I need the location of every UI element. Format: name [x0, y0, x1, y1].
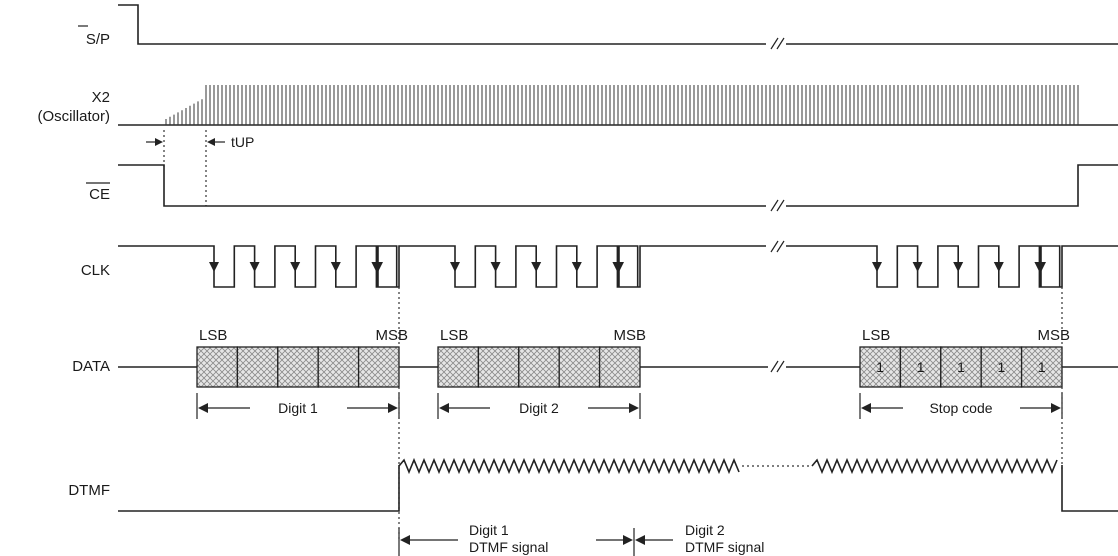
bit-value: 1	[876, 359, 884, 375]
ce-label: CE	[89, 186, 110, 203]
sp-label: S/P	[86, 31, 110, 48]
tup-label: tUP	[231, 134, 254, 150]
data-label: DATA	[72, 358, 110, 375]
clk-edge-arrow	[290, 262, 301, 272]
clk-edge-arrow	[614, 262, 624, 272]
bit-value: 1	[1038, 359, 1046, 375]
oscillator-label: (Oscillator)	[37, 108, 110, 125]
clk-edge-arrow	[330, 262, 341, 272]
dtmf-idle-right	[1061, 465, 1118, 512]
bit-cell	[317, 346, 360, 388]
clk-edge-arrow	[912, 262, 923, 272]
span-arrow-right	[388, 403, 398, 413]
ce-waveform	[118, 164, 766, 207]
clk-edge-arrow	[249, 262, 260, 272]
clk-edge-arrow	[953, 262, 964, 272]
msb-label: MSB	[375, 327, 408, 344]
dtmf-signal-1-line2: DTMF signal	[469, 539, 548, 555]
msb-label: MSB	[1037, 327, 1070, 344]
span-label-digit-2: Digit 2	[519, 400, 559, 416]
span-arrow-left	[861, 403, 871, 413]
ce-waveform-cont	[786, 164, 1118, 207]
dtmf-signal-1-line1: Digit 1	[469, 522, 509, 538]
span-label-stop-code: Stop code	[929, 400, 992, 416]
lsb-label: LSB	[862, 327, 890, 344]
frame-digit-1: LSB MSB Digit 1	[196, 327, 408, 419]
clk-edge-arrow	[209, 262, 219, 272]
oscillator-ticks	[165, 85, 1079, 125]
lsb-label: LSB	[199, 327, 227, 344]
bit-value: 1	[998, 359, 1006, 375]
clk-edge-arrow	[450, 262, 460, 272]
clk-edge-arrow	[1036, 262, 1046, 272]
tup-end-arrow	[207, 138, 225, 146]
span-arrow-right	[629, 403, 639, 413]
clk-edge-arrow	[373, 262, 383, 272]
bit-cell	[357, 346, 400, 388]
clk-waveform	[118, 245, 1118, 288]
dtmf-idle-left	[118, 465, 400, 512]
span-label-digit-1: Digit 1	[278, 400, 318, 416]
bit-cell	[236, 346, 279, 388]
bit-value: 1	[917, 359, 925, 375]
ce-break-mark	[770, 199, 785, 212]
frame-stop-code: 1 1 1 1 1 LSB MSB Stop code	[859, 327, 1070, 419]
data-break-mark	[770, 360, 785, 373]
bit-cell	[196, 346, 239, 388]
bit-cell	[598, 346, 641, 388]
bit-cell	[899, 346, 942, 388]
dtmf-label: DTMF	[68, 482, 110, 499]
dtmf-signal-2-line2: DTMF signal	[685, 539, 764, 555]
clk-edge-arrow	[490, 262, 501, 272]
annot-arrow-left	[400, 535, 410, 545]
sp-break-mark	[770, 37, 785, 50]
bit-value: 1	[957, 359, 965, 375]
bit-cell	[1020, 346, 1063, 388]
dtmf-signal-annotation: Digit 1 DTMF signal Digit 2 DTMF signal	[398, 522, 764, 556]
bit-cell	[437, 346, 480, 388]
clk-edge-arrow	[872, 262, 882, 272]
bit-cell	[558, 346, 601, 388]
bit-cell	[518, 346, 560, 388]
clk-edge-arrow	[531, 262, 542, 272]
clk-label: CLK	[81, 262, 110, 279]
clk-trace	[118, 245, 1118, 288]
annot-arrow-mid-left	[635, 535, 645, 545]
clk-edge-arrow	[993, 262, 1004, 272]
msb-label: MSB	[613, 327, 646, 344]
dtmf-tone-segment	[398, 457, 740, 475]
bit-cell	[940, 346, 982, 388]
bit-cell	[277, 346, 319, 388]
dtmf-tone-segment	[811, 457, 1058, 475]
span-arrow-left	[198, 403, 208, 413]
lsb-label: LSB	[440, 327, 468, 344]
x2-label: X2	[92, 89, 110, 106]
tup-start-arrow	[146, 138, 163, 146]
frame-digit-2: LSB MSB Digit 2	[437, 327, 646, 419]
sp-waveform	[118, 4, 766, 45]
dtmf-tone	[398, 457, 1058, 475]
clk-break-mark	[770, 240, 785, 253]
dtmf-signal-2-line1: Digit 2	[685, 522, 725, 538]
bit-cell	[980, 346, 1023, 388]
annot-arrow-mid-right	[623, 535, 633, 545]
x2-oscillation	[165, 85, 1079, 125]
span-arrow-right	[1051, 403, 1061, 413]
bit-cell	[859, 346, 902, 388]
bit-cell	[477, 346, 520, 388]
span-arrow-left	[439, 403, 449, 413]
clk-edge-arrow	[571, 262, 582, 272]
